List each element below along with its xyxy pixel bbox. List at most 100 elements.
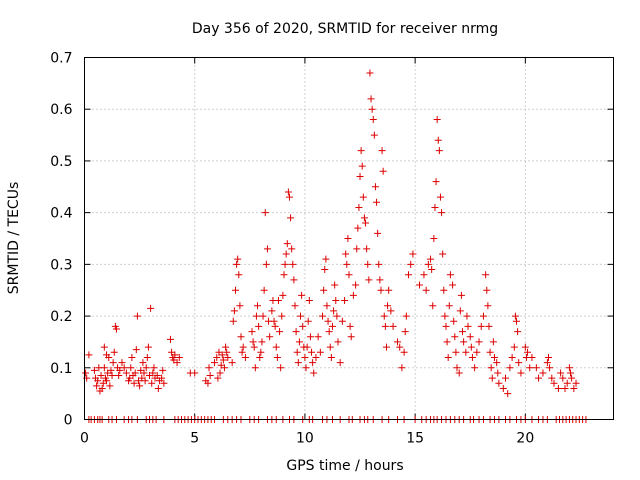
data-point <box>370 131 378 139</box>
data-point <box>430 235 438 242</box>
data-point <box>234 255 242 263</box>
y-tick-label: 0.7 <box>50 51 72 67</box>
data-point <box>142 364 150 372</box>
data-point <box>214 374 222 382</box>
data-point <box>323 302 331 310</box>
data-point <box>85 351 93 359</box>
data-point <box>362 219 370 227</box>
data-point <box>316 348 324 356</box>
data-point <box>128 353 136 361</box>
data-point <box>281 260 289 268</box>
data-point <box>364 260 372 268</box>
data-point <box>494 369 502 377</box>
data-point <box>424 260 432 268</box>
data-point <box>325 328 333 336</box>
data-point <box>239 343 247 351</box>
data-point <box>257 348 265 356</box>
data-point <box>490 353 498 361</box>
grid-lines <box>84 57 614 420</box>
data-point <box>144 343 152 351</box>
data-points <box>82 69 590 423</box>
data-point <box>400 348 408 356</box>
data-point <box>550 379 558 387</box>
data-point <box>407 260 415 268</box>
data-point <box>377 286 385 294</box>
data-point <box>401 328 409 336</box>
data-point <box>262 260 270 268</box>
data-point <box>345 271 353 279</box>
data-point <box>572 379 580 387</box>
data-point <box>433 116 441 124</box>
chart-title: Day 356 of 2020, SRMTID for receiver nrm… <box>192 21 498 37</box>
data-point <box>526 364 534 372</box>
data-point <box>451 333 459 341</box>
data-point <box>259 312 267 320</box>
data-point <box>143 353 151 361</box>
data-point <box>483 286 491 294</box>
data-point <box>341 297 349 305</box>
data-point <box>352 281 360 289</box>
data-point <box>416 281 424 289</box>
data-point <box>449 281 457 289</box>
data-point <box>402 312 410 320</box>
data-point <box>385 286 393 294</box>
data-point <box>284 188 292 196</box>
data-point <box>396 343 404 351</box>
data-point <box>508 353 516 361</box>
data-point <box>299 322 307 330</box>
data-point <box>260 286 268 294</box>
data-point <box>380 312 388 320</box>
y-tick-label: 0.6 <box>50 102 72 118</box>
data-point <box>241 353 249 361</box>
data-point <box>460 338 468 346</box>
data-point <box>110 348 118 356</box>
data-point <box>398 364 406 372</box>
data-point <box>302 364 310 372</box>
data-point <box>336 359 344 367</box>
data-point <box>204 379 212 387</box>
data-point <box>446 271 454 279</box>
data-point <box>277 364 285 372</box>
data-point <box>90 366 98 374</box>
data-point <box>353 245 361 253</box>
data-point <box>132 346 140 354</box>
data-point <box>557 369 565 377</box>
data-point <box>276 328 284 336</box>
data-point <box>321 266 329 274</box>
x-tick-label: 0 <box>80 431 89 447</box>
data-point <box>279 291 287 299</box>
data-point <box>310 369 318 377</box>
data-point <box>382 343 390 351</box>
data-point <box>331 281 339 289</box>
data-point <box>389 322 397 330</box>
data-point <box>347 333 355 341</box>
data-point <box>482 271 490 279</box>
data-point <box>440 286 448 294</box>
x-axis-label: GPS time / hours <box>286 458 403 474</box>
data-point <box>504 390 512 398</box>
x-tick-label: 5 <box>190 431 199 447</box>
data-point <box>349 291 357 299</box>
data-point <box>109 359 117 367</box>
data-point <box>441 312 449 320</box>
data-point <box>231 286 239 294</box>
x-tick-label: 15 <box>406 431 424 447</box>
data-point <box>375 260 383 268</box>
data-point <box>524 348 532 356</box>
data-point <box>466 333 474 341</box>
data-point <box>314 333 322 341</box>
data-point <box>258 338 266 346</box>
data-point <box>289 260 297 268</box>
data-point <box>374 229 382 237</box>
data-point <box>432 178 440 186</box>
data-point <box>363 245 371 253</box>
data-point <box>567 369 575 377</box>
data-point <box>499 384 507 392</box>
data-point <box>387 307 395 315</box>
data-point <box>381 322 389 330</box>
data-point <box>439 250 447 258</box>
data-point <box>290 276 298 284</box>
data-point <box>354 224 362 232</box>
data-point <box>248 328 256 336</box>
data-point <box>477 322 485 330</box>
